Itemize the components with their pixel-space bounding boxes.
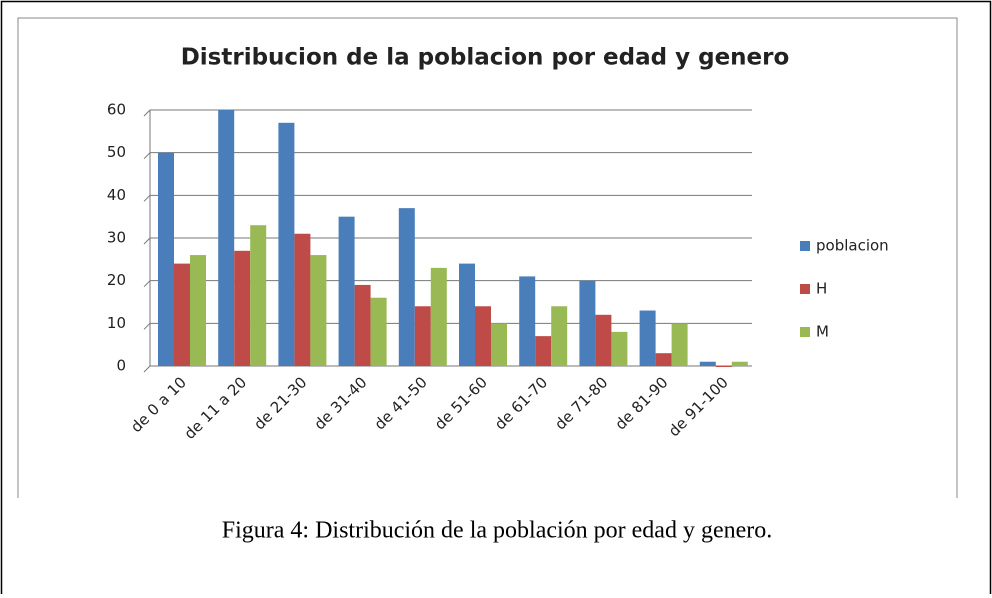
y-tick-label: 60 bbox=[107, 101, 126, 119]
bar bbox=[655, 353, 672, 366]
bar bbox=[491, 323, 507, 366]
x-tick-label: de 51-60 bbox=[431, 373, 491, 433]
grid-line bbox=[143, 237, 752, 245]
bar bbox=[699, 361, 716, 366]
bar bbox=[338, 216, 355, 366]
bar bbox=[475, 306, 491, 366]
bar bbox=[519, 276, 536, 366]
bar bbox=[398, 208, 415, 366]
legend-label: M bbox=[816, 323, 829, 341]
grid-line bbox=[143, 365, 752, 373]
x-tick-label: de 11 a 20 bbox=[181, 373, 251, 443]
bar bbox=[414, 306, 431, 366]
y-tick-label: 20 bbox=[107, 271, 126, 289]
bar bbox=[294, 233, 311, 366]
bar bbox=[430, 267, 447, 366]
x-tick-label: de 31-40 bbox=[310, 373, 370, 433]
bar bbox=[731, 361, 748, 366]
y-tick-label: 10 bbox=[107, 314, 126, 332]
bar bbox=[459, 263, 475, 366]
legend-label: poblacion bbox=[816, 237, 889, 255]
bar bbox=[278, 122, 295, 366]
bar bbox=[639, 310, 656, 366]
bar bbox=[354, 284, 371, 366]
bar bbox=[250, 225, 267, 366]
legend-swatch bbox=[800, 284, 810, 294]
caption: Figura 4: Distribución de la población p… bbox=[222, 518, 773, 544]
x-tick-label: de 71-80 bbox=[551, 373, 611, 433]
chart-title: Distribucion de la poblacion por edad y … bbox=[181, 45, 790, 71]
y-tick-label: 50 bbox=[107, 143, 126, 161]
bar bbox=[595, 314, 612, 366]
x-tick-label: de 21-30 bbox=[250, 373, 310, 433]
bar bbox=[158, 152, 174, 366]
y-tick-label: 40 bbox=[107, 186, 126, 204]
grid-line bbox=[143, 109, 752, 117]
legend-swatch bbox=[800, 241, 810, 251]
bar bbox=[174, 263, 190, 366]
bar bbox=[218, 110, 235, 366]
legend-label: H bbox=[816, 280, 827, 298]
legend-swatch bbox=[800, 327, 810, 337]
x-tick-label: de 81-90 bbox=[611, 373, 671, 433]
bar bbox=[310, 255, 327, 366]
x-tick-label: de 91-100 bbox=[665, 373, 732, 440]
bar bbox=[671, 323, 688, 366]
y-tick-label: 0 bbox=[116, 357, 126, 375]
bar bbox=[370, 297, 387, 366]
y-tick-label: 30 bbox=[107, 229, 126, 247]
chart-frame bbox=[17, 17, 958, 498]
bar bbox=[234, 250, 251, 366]
grid-line bbox=[143, 194, 752, 202]
grid-line bbox=[143, 152, 752, 160]
bar bbox=[715, 366, 732, 367]
bar bbox=[611, 331, 628, 366]
x-tick-label: de 0 a 10 bbox=[127, 373, 190, 436]
bar bbox=[190, 255, 206, 366]
bar bbox=[579, 280, 596, 366]
x-tick-label: de 61-70 bbox=[491, 373, 551, 433]
bar bbox=[551, 306, 568, 366]
x-tick-label: de 41-50 bbox=[371, 373, 431, 433]
bar bbox=[535, 336, 552, 366]
